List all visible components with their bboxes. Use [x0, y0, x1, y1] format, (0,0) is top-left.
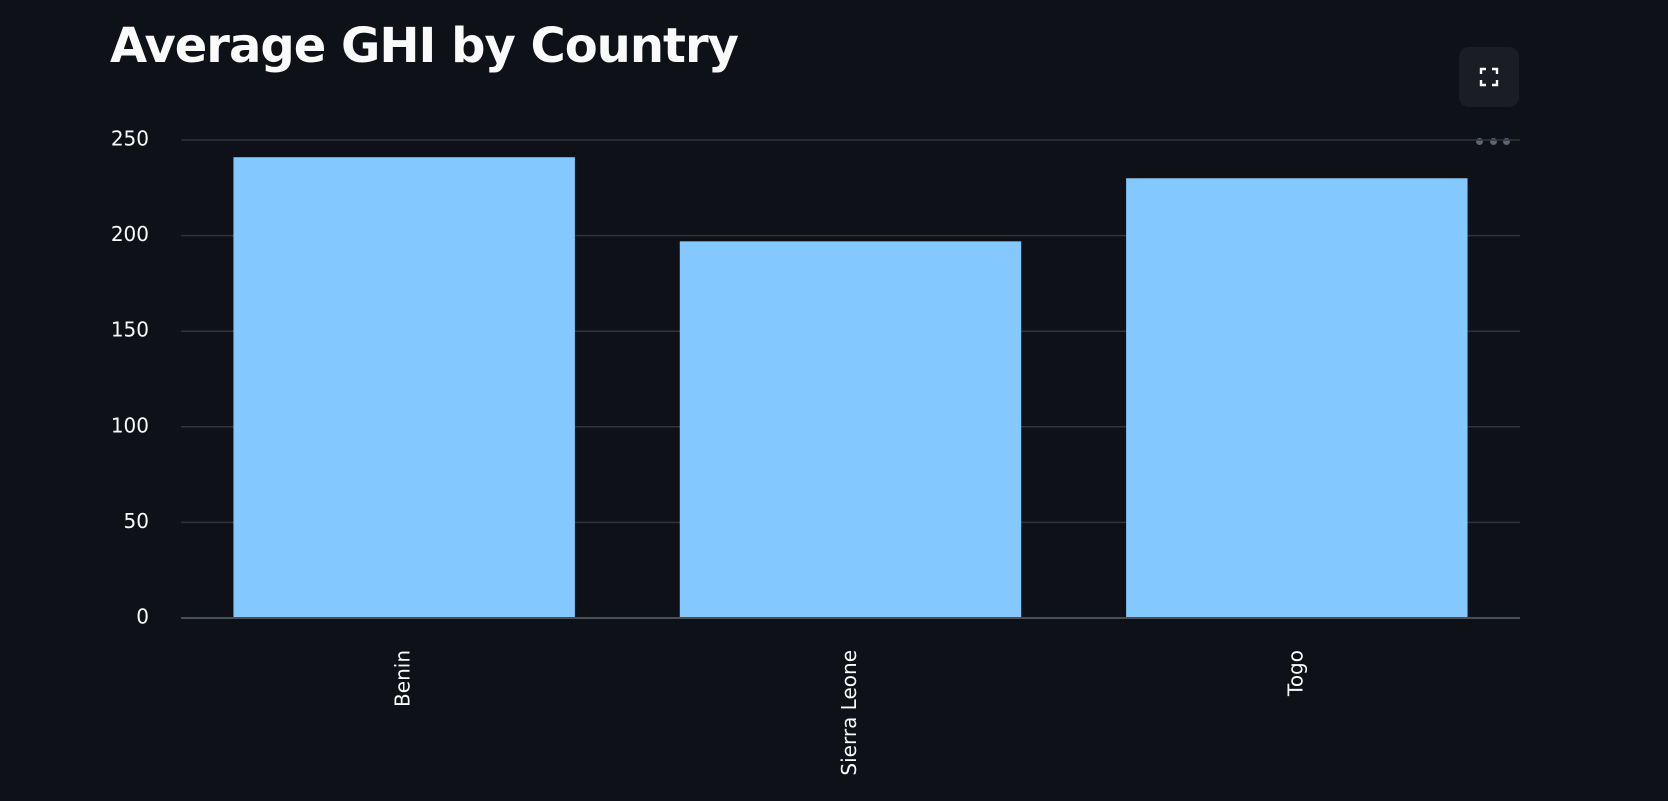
more-horizontal-icon — [1476, 137, 1483, 145]
more-horizontal-icon — [1503, 137, 1510, 145]
y-tick-label: 250 — [111, 127, 149, 151]
bars — [233, 157, 1468, 619]
page-title: Average GHI by Country — [110, 18, 739, 74]
y-tick-label: 100 — [111, 413, 149, 437]
y-tick-label: 200 — [111, 222, 149, 246]
x-tick-label: Togo — [1283, 650, 1307, 697]
x-tick-label: Benin — [391, 650, 415, 707]
more-horizontal-icon — [1489, 137, 1497, 145]
bar[interactable] — [679, 241, 1022, 618]
y-tick-label: 0 — [136, 605, 149, 629]
y-tick-label: 150 — [111, 318, 149, 342]
y-tick-label: 50 — [124, 509, 149, 533]
x-tick-label: Sierra Leone — [837, 650, 861, 776]
bar[interactable] — [1126, 178, 1468, 619]
expand-icon — [1479, 67, 1499, 87]
labels: 0 50 100 150 200 250 Benin Sierra Leone Togo — [111, 127, 1308, 776]
fullscreen-button[interactable] — [1459, 47, 1519, 107]
bar[interactable] — [233, 157, 575, 618]
chart-menu-button[interactable] — [1476, 134, 1510, 148]
